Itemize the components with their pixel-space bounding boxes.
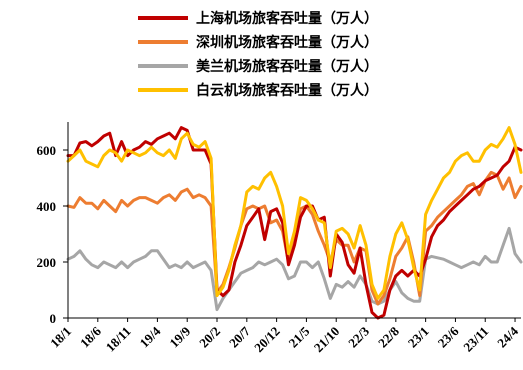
- x-tick-label-5: 20/2: [196, 324, 223, 351]
- x-tick-label-2: 18/11: [103, 324, 134, 355]
- y-tick-label-2: 400: [37, 199, 57, 214]
- x-tick-label-13: 23/6: [435, 323, 462, 350]
- x-tick-label-9: 21/10: [311, 324, 343, 356]
- x-tick-label-10: 22/3: [345, 323, 372, 350]
- y-tick-label-1: 200: [37, 255, 57, 270]
- x-tick-label-8: 21/5: [286, 323, 313, 350]
- legend-label-1: 深圳机场旅客吞吐量（万人）: [196, 34, 378, 51]
- y-tick-label-3: 600: [37, 143, 57, 158]
- x-tick-label-7: 20/12: [251, 324, 283, 356]
- x-tick-label-0: 18/1: [47, 324, 74, 351]
- x-tick-label-4: 19/9: [166, 323, 193, 350]
- series-line-2: [66, 226, 523, 312]
- series-line-3: [66, 126, 523, 300]
- y-tick-label-0: 0: [50, 311, 57, 326]
- x-tick-label-1: 18/6: [77, 323, 104, 350]
- legend-label-2: 美兰机场旅客吞吐量（万人）: [196, 58, 378, 75]
- plot-lines: [66, 126, 523, 320]
- x-tick-label-12: 23/1: [405, 324, 432, 351]
- x-tick-label-14: 23/11: [460, 324, 491, 355]
- legend-label-0: 上海机场旅客吞吐量（万人）: [196, 10, 378, 27]
- legend-label-3: 白云机场旅客吞吐量（万人）: [196, 82, 378, 99]
- legend: 上海机场旅客吞吐量（万人） 深圳机场旅客吞吐量（万人） 美兰机场旅客吞吐量（万人） 白…: [138, 10, 378, 99]
- series-line-0: [66, 126, 523, 320]
- x-tick-label-6: 20/7: [226, 323, 253, 350]
- x-tick-label-3: 19/4: [137, 323, 164, 350]
- x-tick-label-15: 24/4: [494, 323, 521, 350]
- x-tick-label-11: 22/8: [375, 323, 402, 350]
